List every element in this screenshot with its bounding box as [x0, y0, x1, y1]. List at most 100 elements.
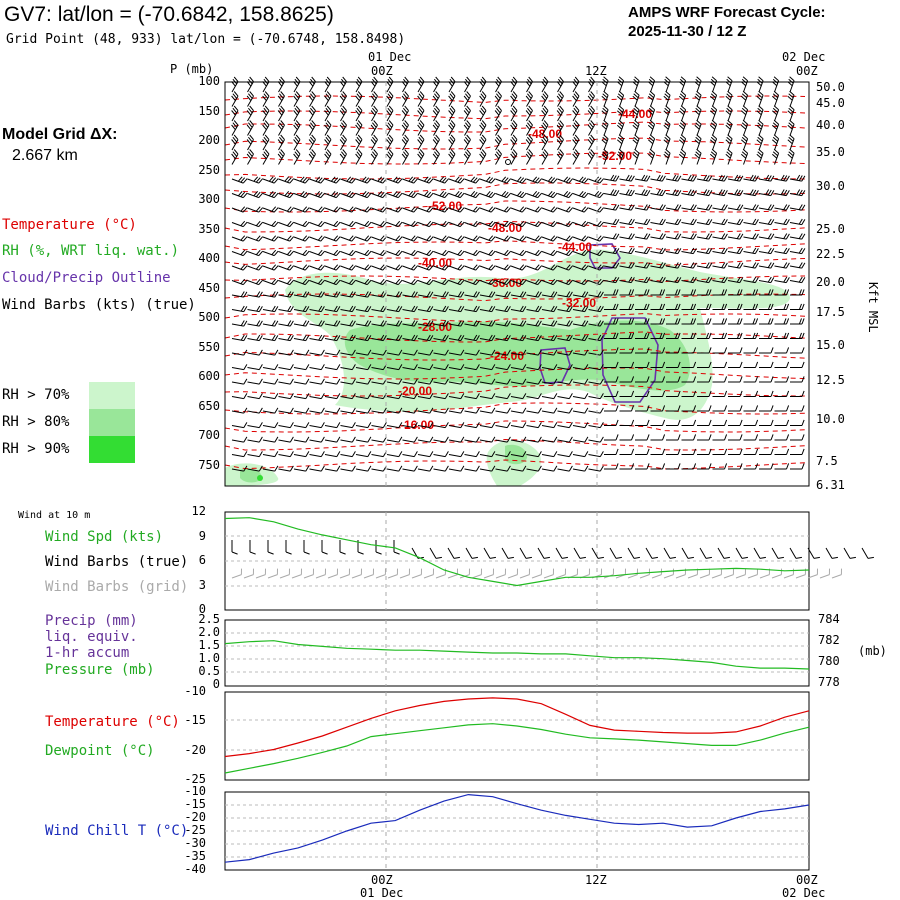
wind-barb — [712, 376, 728, 383]
wind-barb — [371, 235, 388, 242]
temperature-contour-line — [224, 220, 806, 233]
wind-barb — [619, 276, 635, 284]
wind-barb — [355, 436, 372, 443]
wind-barb — [756, 105, 764, 122]
wind-barb — [604, 332, 619, 339]
wind-barb — [340, 334, 356, 342]
wind-barb — [464, 436, 480, 443]
wind-barb — [386, 249, 403, 257]
wind-barb — [572, 206, 589, 213]
temperature-contour-label: -20.00 — [398, 384, 432, 398]
surface-wind-barb-grid — [531, 568, 542, 579]
wind-barb — [262, 451, 279, 458]
wind-barb — [448, 190, 465, 199]
wc-ytick-2: -20 — [184, 810, 206, 824]
wind-barb — [790, 332, 805, 339]
wind-barb — [355, 334, 372, 342]
wind-barb — [725, 148, 733, 165]
wind-barb — [666, 303, 681, 310]
wind-barb — [743, 361, 759, 368]
wind-barb — [771, 134, 780, 151]
wind-barb — [774, 174, 790, 182]
wind-barb — [526, 176, 543, 184]
wind-barb — [619, 376, 635, 383]
wind-barb — [603, 262, 620, 269]
wind-barb — [278, 206, 295, 213]
wind-barb — [725, 76, 733, 93]
kft-tick-2: 40.0 — [816, 118, 845, 132]
temp-ytick-0: -10 — [184, 684, 206, 698]
wind-barb — [635, 448, 650, 455]
wind-barb — [417, 451, 434, 458]
wind-barb — [247, 364, 263, 371]
wind-ytick-0: 0 — [198, 602, 206, 616]
surface-wind-barb-grid — [819, 568, 830, 579]
wind-barb — [604, 448, 619, 455]
wind-barb — [525, 120, 533, 136]
wind-barb — [604, 390, 619, 397]
wind-barb — [386, 378, 403, 385]
pressure-axis-title: P (mb) — [170, 62, 214, 76]
wind-barb — [231, 264, 248, 271]
wind-barb — [402, 407, 418, 414]
wind-barb — [293, 465, 310, 472]
wind-barb — [541, 190, 558, 199]
wind-barb — [756, 76, 764, 93]
wind-barb — [572, 220, 589, 228]
wind-barb — [759, 405, 774, 412]
wind-barb — [696, 204, 713, 211]
temperature-contour-line — [224, 312, 806, 323]
wind-barb — [666, 390, 681, 397]
wind-barb — [247, 220, 264, 228]
wind-barb — [277, 105, 285, 122]
wind-barb — [790, 318, 805, 325]
wind-barb — [309, 364, 325, 371]
wind-barb — [572, 407, 589, 414]
pressure-tick-450: 450 — [198, 280, 220, 295]
wind-barb — [604, 376, 619, 383]
wind-barb — [495, 334, 511, 342]
wind-barb — [433, 407, 449, 414]
wind-barb — [479, 278, 496, 286]
wind-barb — [355, 264, 372, 271]
wind-barb — [231, 334, 248, 342]
wind-barb — [557, 206, 574, 213]
wind-barb — [324, 436, 341, 443]
surface-wind-barb-true — [393, 540, 400, 555]
wind-barb — [278, 264, 295, 271]
wind-barb — [309, 378, 325, 385]
wind-barb — [262, 378, 279, 385]
wind-barb — [725, 134, 733, 151]
wind-barb — [759, 463, 774, 470]
wind-barb — [324, 465, 341, 472]
wind-barb — [557, 264, 574, 271]
wind-barb — [417, 422, 434, 429]
wind-barb — [340, 465, 356, 472]
wind-barb — [433, 334, 449, 342]
wind-barb — [448, 451, 465, 458]
wind-barb — [758, 233, 775, 240]
wind-barb — [231, 235, 248, 242]
wind-barb — [339, 105, 347, 122]
wind-barb — [386, 76, 394, 93]
surface-wind-barb-grid — [291, 568, 302, 579]
wind-barb — [789, 204, 806, 211]
wind-barb — [759, 376, 774, 383]
wind-barb — [448, 134, 456, 151]
surface-wind-barb-true — [645, 547, 658, 559]
wind-barb — [541, 76, 549, 93]
wind-barb — [743, 332, 759, 339]
wind-barb — [293, 264, 310, 271]
legend-wind: Wind Barbs (kts) (true) — [2, 297, 196, 313]
wind-barb — [790, 390, 805, 397]
wind-barb — [666, 332, 681, 339]
station-title: GV7: lat/lon = (-70.6842, 158.8625) — [4, 3, 334, 26]
surface-wind-barb-true — [465, 547, 478, 559]
wind-barb — [448, 436, 465, 443]
wind-barb — [650, 463, 666, 470]
wind-barb — [386, 422, 403, 429]
wind-barb — [541, 105, 549, 122]
wind-barb — [402, 451, 418, 458]
wind-barb — [619, 289, 635, 296]
wind-barb — [464, 176, 481, 184]
